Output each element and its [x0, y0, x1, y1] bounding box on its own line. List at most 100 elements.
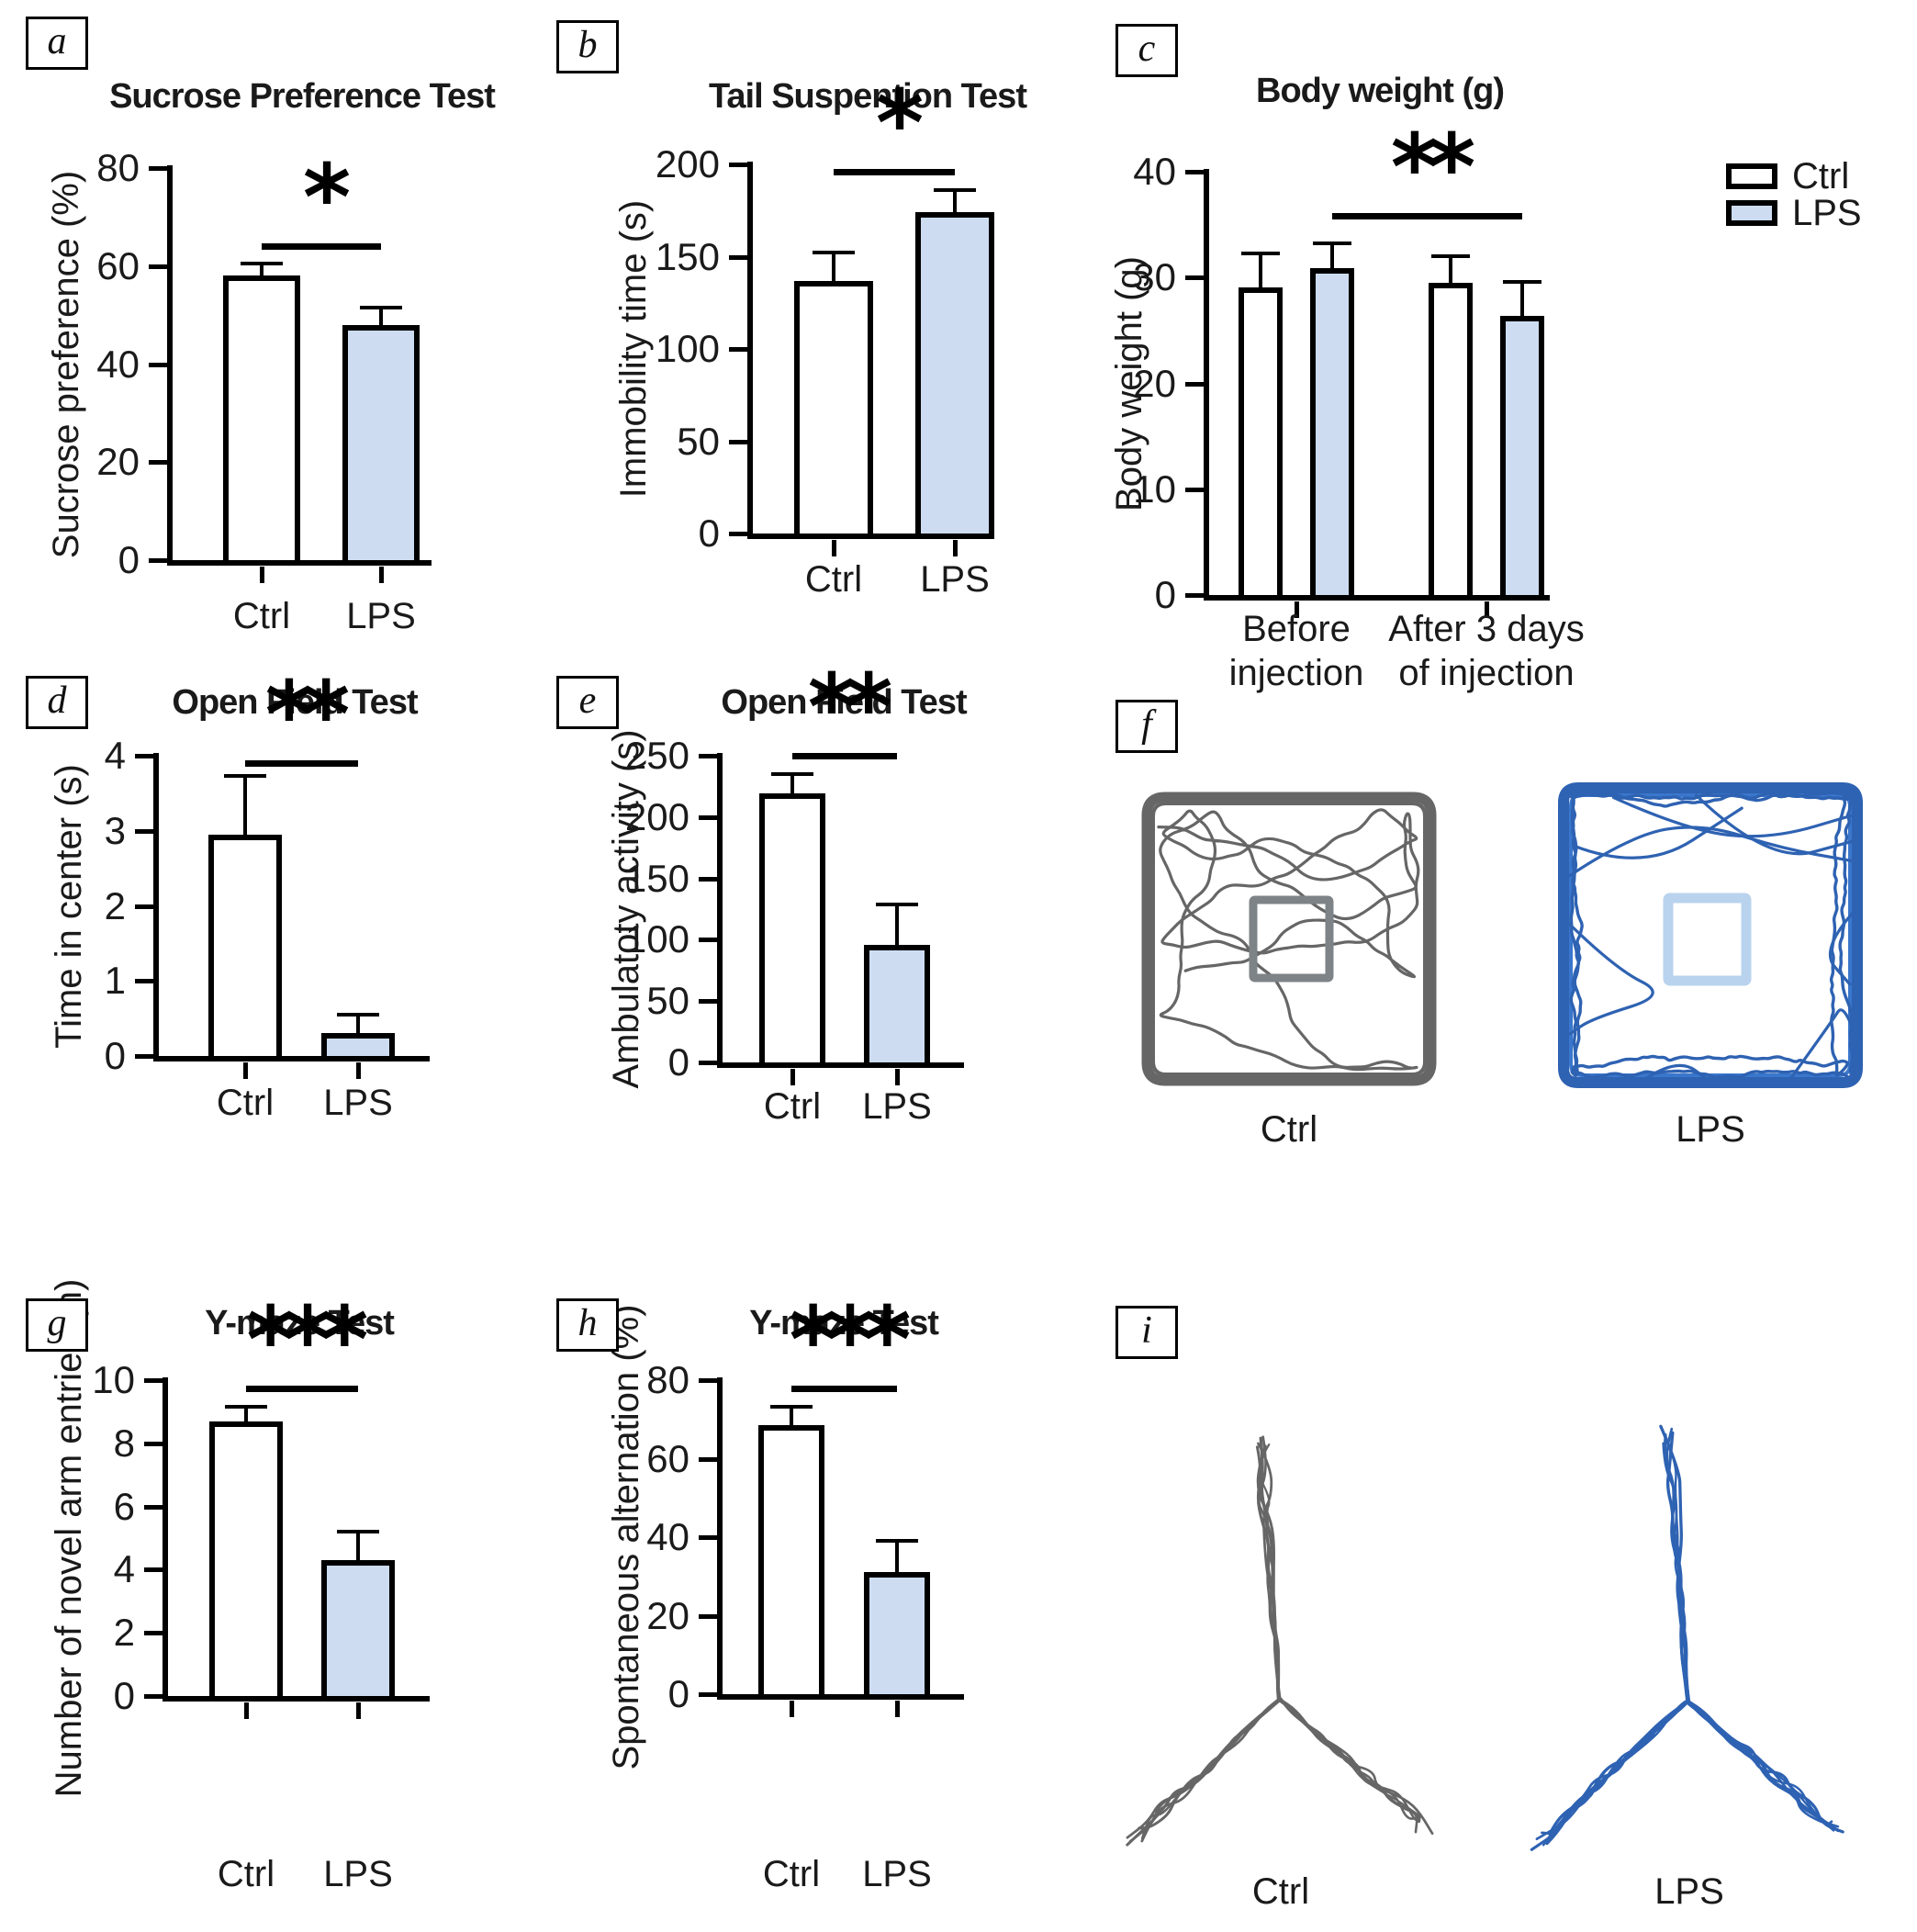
- x-category-label-ctrl: Ctrl: [763, 1086, 822, 1127]
- panel-g: g Y-maze Test Number of novel arm entries…: [0, 1279, 514, 1932]
- chart-title: Open Field Test: [172, 683, 418, 722]
- y-tick-mark: [135, 1054, 153, 1059]
- center-zone-outline: [1663, 893, 1752, 986]
- panel-tag-letter: a: [47, 20, 67, 62]
- y-maze-trace-lps: [1530, 1424, 1844, 1851]
- error-bar-line: [832, 253, 835, 295]
- error-bar-line: [790, 1407, 793, 1440]
- y-tick-mark: [729, 532, 747, 536]
- x-category-label-ctrl: Ctrl: [216, 1083, 275, 1123]
- y-maze-track: [1126, 1442, 1281, 1839]
- y-tick-mark: [699, 1692, 717, 1697]
- error-bar-line: [1520, 282, 1524, 331]
- x-tick-mark: [379, 567, 384, 583]
- significance-stars: ***: [789, 1286, 912, 1394]
- y-axis: [717, 1377, 723, 1700]
- error-bar-line: [1259, 253, 1262, 302]
- error-bar-cap: [770, 1405, 813, 1409]
- x-group-label: After 3 days: [1388, 609, 1585, 649]
- y-tick-label: 3: [104, 809, 126, 852]
- y-tick-mark: [144, 1631, 163, 1635]
- arena-border: [1558, 782, 1863, 1088]
- y-tick-label: 40: [1133, 150, 1176, 193]
- bar-lps-group1: [1500, 316, 1544, 601]
- x-tick-mark: [244, 1702, 249, 1719]
- panel-tag-i: i: [1115, 1306, 1178, 1359]
- y-tick-mark: [1185, 382, 1204, 387]
- chart-title: Open Field Test: [721, 683, 967, 722]
- bar-ctrl: [759, 793, 825, 1068]
- bar-ctrl: [794, 281, 873, 539]
- x-tick-mark: [1295, 601, 1299, 618]
- x-axis: [1204, 595, 1550, 601]
- y-tick-mark: [699, 754, 717, 758]
- y-tick-mark: [144, 1442, 163, 1446]
- panel-c: c Body weight (g) Body weight (g) 0 10 20 30 4…: [1065, 0, 1917, 698]
- bar-lps: [864, 945, 930, 1068]
- x-category-label-ctrl: Ctrl: [762, 1854, 821, 1894]
- locomotion-track: [1643, 1063, 1715, 1086]
- y-tick-label: 150: [655, 235, 720, 278]
- error-bar-line: [356, 1015, 360, 1048]
- x-category-label-lps: LPS: [346, 596, 416, 636]
- x-tick-mark: [790, 1701, 794, 1717]
- panel-tag-f: f: [1115, 700, 1178, 753]
- significance-stars: **: [264, 661, 351, 769]
- x-tick-mark: [356, 1062, 361, 1079]
- y-tick-label: 0: [698, 511, 720, 555]
- y-tick-mark: [144, 1378, 163, 1383]
- locomotion-track: [1611, 796, 1861, 838]
- bar-ctrl: [758, 1425, 824, 1700]
- y-axis: [153, 753, 159, 1061]
- error-bar-line: [895, 1541, 899, 1587]
- y-tick-label: 50: [677, 420, 720, 463]
- arena-border-inner: [1569, 793, 1852, 1077]
- error-bar-line: [953, 190, 957, 227]
- bar-lps: [915, 212, 994, 539]
- y-tick-mark: [729, 347, 747, 352]
- x-axis: [163, 1696, 430, 1702]
- panel-tag-letter: b: [577, 24, 598, 66]
- significance-stars: *: [875, 70, 924, 177]
- error-bar-cap: [934, 188, 976, 192]
- x-category-label-lps: LPS: [323, 1083, 393, 1123]
- panel-i: i Ctrl LPS: [1065, 1286, 1917, 1932]
- panel-tag-letter: f: [1141, 703, 1152, 746]
- y-axis: [167, 165, 173, 566]
- chart-title: Tail Suspention Test: [709, 77, 1027, 116]
- y-tick-mark: [149, 460, 167, 465]
- significance-stars: **: [1390, 114, 1476, 221]
- error-bar-line: [243, 776, 247, 849]
- chart-title: Sucrose Preference Test: [109, 77, 496, 116]
- y-maze-track: [1259, 1443, 1421, 1820]
- panel-tag-letter: d: [47, 680, 67, 722]
- significance-line: [246, 1386, 358, 1392]
- y-tick-label: 0: [667, 1040, 689, 1084]
- chart-title: Y-maze Test: [205, 1304, 395, 1342]
- x-tick-mark: [260, 567, 264, 583]
- y-tick-mark: [1185, 275, 1204, 280]
- error-bar-line: [356, 1532, 360, 1575]
- y-tick-mark: [135, 754, 153, 758]
- trace-label-ctrl: Ctrl: [1251, 1871, 1310, 1912]
- bar-ctrl: [209, 1421, 283, 1702]
- y-maze-track: [1665, 1427, 1833, 1825]
- y-tick-mark: [699, 999, 717, 1004]
- x-axis: [717, 1062, 964, 1068]
- y-tick-label: 10: [1133, 467, 1176, 511]
- y-maze-track: [1665, 1431, 1840, 1833]
- y-tick-mark: [699, 815, 717, 820]
- y-axis: [747, 162, 753, 539]
- y-tick-label: 250: [624, 734, 689, 777]
- y-tick-mark: [149, 264, 167, 269]
- locomotion-track: [1783, 1008, 1863, 1088]
- y-maze-track: [1541, 1442, 1691, 1836]
- locomotion-track: [1564, 791, 1855, 1081]
- trace-label-lps: LPS: [1654, 1871, 1724, 1912]
- y-tick-mark: [729, 163, 747, 167]
- error-bar-cap: [1431, 254, 1470, 258]
- arena-border: [1141, 792, 1437, 1086]
- x-axis: [717, 1694, 964, 1700]
- error-bar-line: [379, 308, 383, 340]
- panel-tag-letter: g: [47, 1302, 67, 1344]
